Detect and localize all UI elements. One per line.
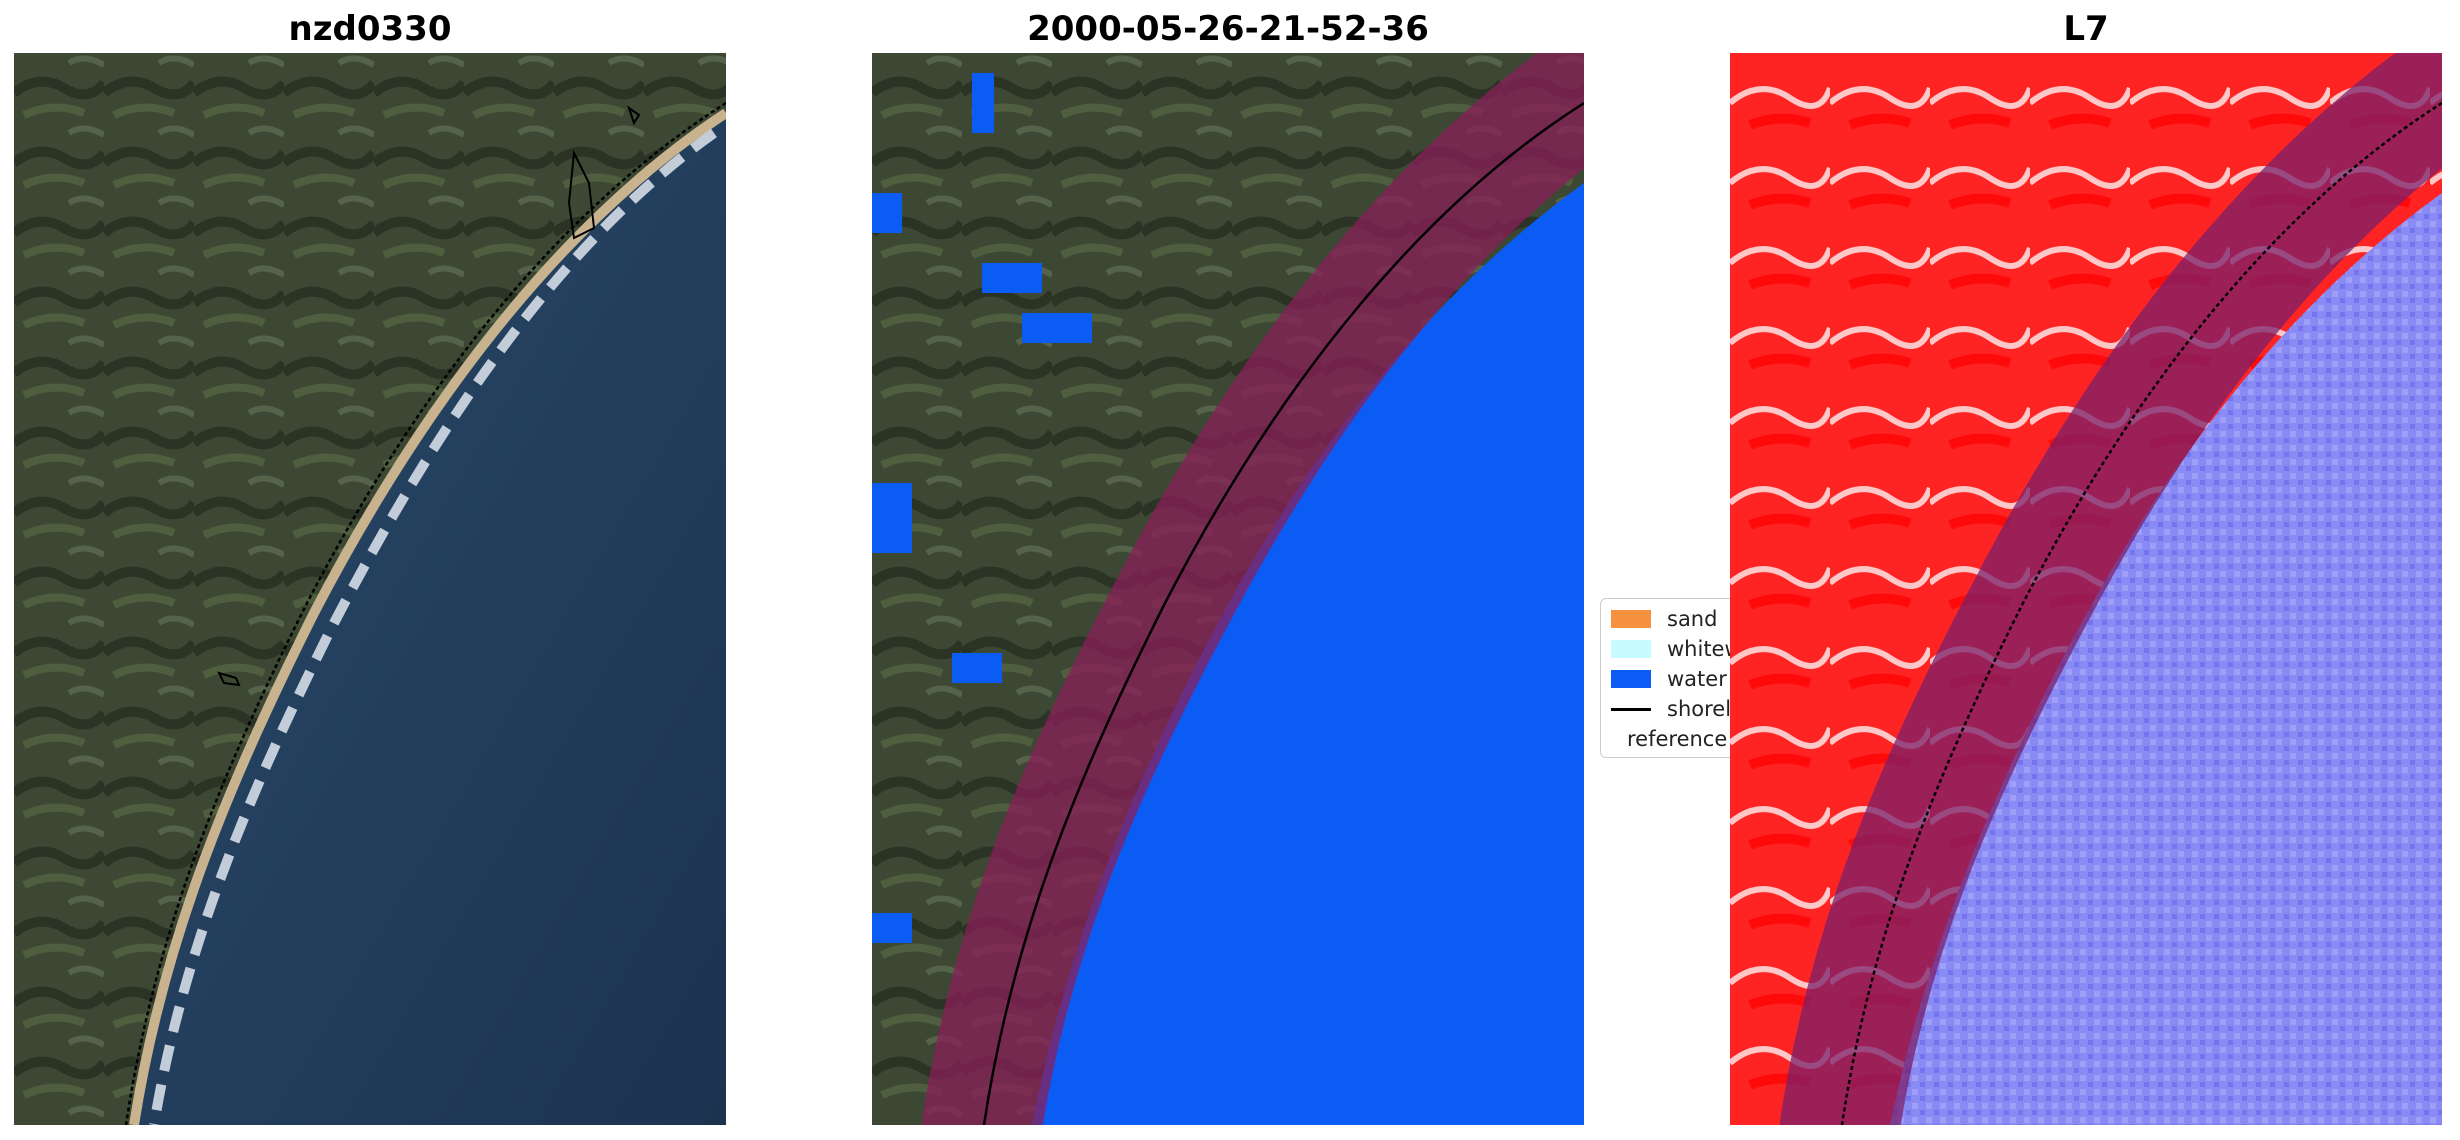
sand-swatch: [1611, 610, 1651, 628]
water-patch: [872, 193, 902, 233]
rgb-image: [14, 53, 726, 1125]
whitewater-swatch: [1611, 640, 1651, 658]
shoreline-swatch: [1611, 707, 1651, 711]
legend: sand whitewater water shoreline referenc…: [1600, 598, 1899, 758]
legend-label: sand: [1667, 607, 1718, 631]
water-class-area: [1032, 183, 1584, 1125]
shoreline-contour: [1840, 101, 2442, 1125]
inland-contour: [217, 671, 241, 687]
classified-image: [872, 53, 1584, 1125]
water-patch: [872, 913, 912, 943]
shoreline-contour: [982, 101, 1584, 1125]
legend-item-water: water: [1601, 665, 1841, 693]
shoreline-contour: [124, 101, 726, 1125]
water-patch: [972, 73, 994, 133]
water-index-image: [1730, 53, 2442, 1125]
water-patch: [872, 483, 912, 553]
classified-image-panel: [872, 53, 1584, 1125]
water-patch: [952, 653, 1002, 683]
inland-contour: [627, 105, 641, 126]
water-patch: [1022, 313, 1092, 343]
panel-title-date: 2000-05-26-21-52-36: [1027, 9, 1429, 49]
whitewater-band: [149, 128, 717, 1125]
ocean-area: [134, 113, 726, 1125]
legend-item-sand: sand: [1601, 605, 1841, 633]
beach-strip: [129, 108, 726, 1125]
index-image-panel: [1730, 53, 2442, 1125]
panel-title-image-name: nzd0330: [288, 9, 452, 49]
legend-label: water: [1667, 667, 1727, 691]
water-patch: [982, 263, 1042, 293]
panel-title-satellite: L7: [2063, 9, 2109, 49]
water-index-area: [1890, 193, 2442, 1125]
rgb-image-panel: [14, 53, 726, 1125]
water-swatch: [1611, 670, 1651, 688]
reference-shoreline-buffer: [1780, 53, 2442, 1125]
inland-contour: [567, 149, 596, 240]
